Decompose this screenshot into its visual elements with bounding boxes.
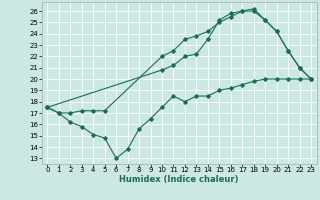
X-axis label: Humidex (Indice chaleur): Humidex (Indice chaleur) <box>119 175 239 184</box>
